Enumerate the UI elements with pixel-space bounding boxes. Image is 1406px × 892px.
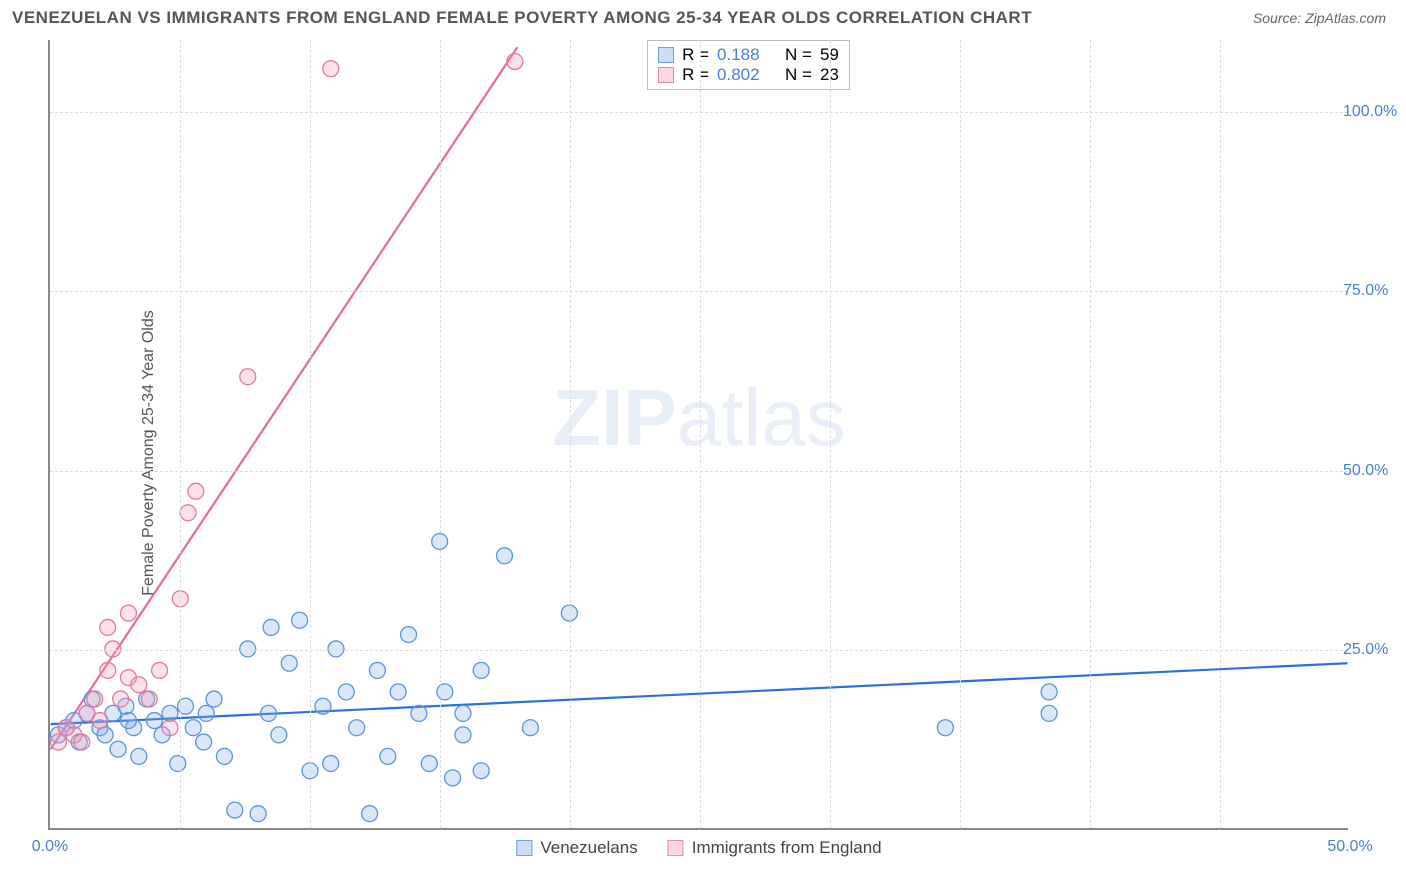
stat-row-pink: R = 0.802 N = 23 xyxy=(658,65,839,85)
data-point xyxy=(131,677,147,693)
data-point xyxy=(455,705,471,721)
y-tick-label: 50.0% xyxy=(1343,462,1403,480)
data-point xyxy=(100,662,116,678)
data-point xyxy=(349,720,365,736)
data-point xyxy=(315,698,331,714)
data-point xyxy=(227,802,243,818)
x-tick-label: 0.0% xyxy=(32,838,68,856)
data-point xyxy=(497,548,513,564)
data-point xyxy=(271,727,287,743)
data-point xyxy=(240,641,256,657)
data-point xyxy=(390,684,406,700)
stat-r-label: R = xyxy=(682,65,709,85)
data-point xyxy=(240,369,256,385)
legend-label: Venezuelans xyxy=(540,838,637,858)
data-point xyxy=(473,763,489,779)
data-point xyxy=(110,741,126,757)
swatch-blue-icon xyxy=(516,840,532,856)
data-point xyxy=(162,705,178,721)
data-point xyxy=(105,641,121,657)
data-point xyxy=(323,756,339,772)
data-point xyxy=(152,662,168,678)
data-point xyxy=(380,748,396,764)
data-point xyxy=(445,770,461,786)
y-tick-label: 75.0% xyxy=(1343,282,1403,300)
data-point xyxy=(421,756,437,772)
data-point xyxy=(50,734,66,750)
legend-item-england: Immigrants from England xyxy=(668,838,882,858)
data-point xyxy=(1041,705,1057,721)
legend-item-venezuelans: Venezuelans xyxy=(516,838,637,858)
data-point xyxy=(131,748,147,764)
data-point xyxy=(1041,684,1057,700)
data-point xyxy=(369,662,385,678)
data-point xyxy=(216,748,232,764)
data-point xyxy=(507,54,523,70)
data-point xyxy=(250,806,266,822)
data-point xyxy=(455,727,471,743)
y-tick-label: 100.0% xyxy=(1343,103,1403,121)
stat-n-label: N = xyxy=(785,45,812,65)
data-point xyxy=(401,627,417,643)
data-point xyxy=(113,691,129,707)
y-tick-label: 25.0% xyxy=(1343,641,1403,659)
stat-row-blue: R = 0.188 N = 59 xyxy=(658,45,839,65)
data-point xyxy=(146,713,162,729)
x-tick-label: 50.0% xyxy=(1327,838,1372,856)
swatch-pink-icon xyxy=(658,67,674,83)
data-point xyxy=(100,619,116,635)
data-point xyxy=(198,705,214,721)
series-legend: Venezuelans Immigrants from England xyxy=(516,838,881,858)
data-point xyxy=(180,505,196,521)
data-point xyxy=(323,61,339,77)
data-point xyxy=(328,641,344,657)
swatch-pink-icon xyxy=(668,840,684,856)
legend-label: Immigrants from England xyxy=(692,838,882,858)
data-point xyxy=(74,734,90,750)
stat-r-blue: 0.188 xyxy=(717,45,760,65)
data-point xyxy=(206,691,222,707)
data-point xyxy=(87,691,103,707)
stat-n-label: N = xyxy=(785,65,812,85)
plot-area: ZIPatlas R = 0.188 N = 59 R = 0.802 N = … xyxy=(48,40,1348,830)
data-point xyxy=(281,655,297,671)
data-point xyxy=(97,727,113,743)
chart-title: VENEZUELAN VS IMMIGRANTS FROM ENGLAND FE… xyxy=(12,8,1032,28)
stat-r-label: R = xyxy=(682,45,709,65)
data-point xyxy=(196,734,212,750)
data-point xyxy=(120,713,136,729)
data-point xyxy=(263,619,279,635)
data-point xyxy=(411,705,427,721)
data-point xyxy=(292,612,308,628)
data-point xyxy=(937,720,953,736)
stat-r-pink: 0.802 xyxy=(717,65,760,85)
points-layer xyxy=(50,40,1348,828)
data-point xyxy=(141,691,157,707)
stat-legend: R = 0.188 N = 59 R = 0.802 N = 23 xyxy=(647,40,850,90)
data-point xyxy=(522,720,538,736)
chart-container: Female Poverty Among 25-34 Year Olds ZIP… xyxy=(0,28,1406,878)
data-point xyxy=(185,720,201,736)
swatch-blue-icon xyxy=(658,47,674,63)
data-point xyxy=(362,806,378,822)
source-label: Source: ZipAtlas.com xyxy=(1253,10,1386,26)
data-point xyxy=(162,720,178,736)
data-point xyxy=(170,756,186,772)
data-point xyxy=(338,684,354,700)
data-point xyxy=(188,483,204,499)
data-point xyxy=(261,705,277,721)
data-point xyxy=(92,713,108,729)
data-point xyxy=(473,662,489,678)
data-point xyxy=(120,605,136,621)
